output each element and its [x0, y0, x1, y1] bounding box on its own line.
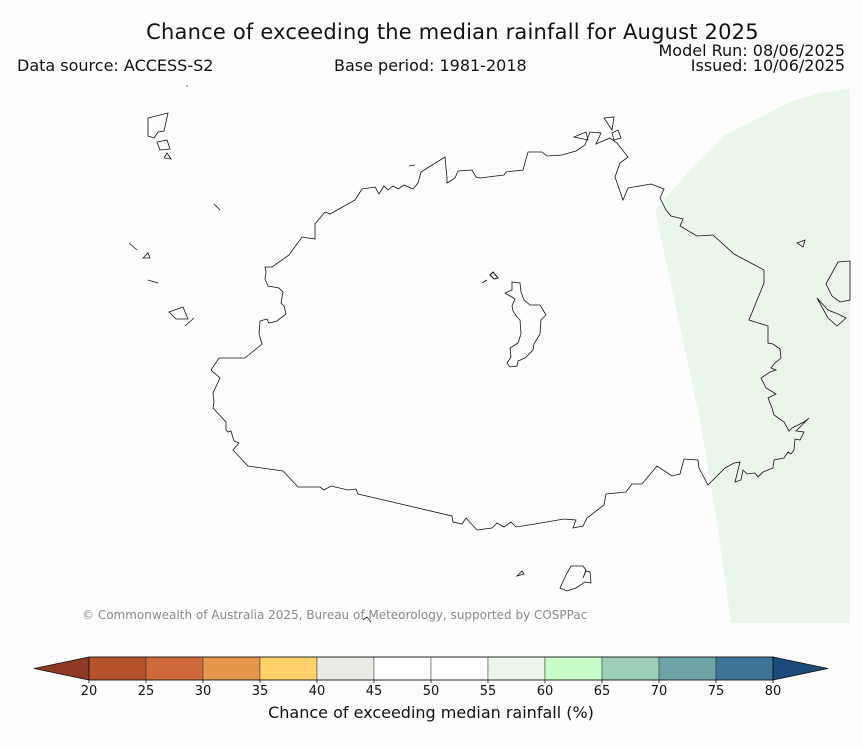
colorbar-segments — [33, 656, 829, 681]
west-islet-5 — [128, 242, 138, 251]
main-island-coastline — [210, 131, 810, 531]
north-islet-2 — [603, 116, 615, 132]
issued-label: Issued: 10/06/2025 — [690, 56, 845, 75]
west-islet-4 — [213, 203, 221, 211]
north-islet-4 — [408, 164, 416, 167]
colorbar-tick-label: 65 — [594, 684, 611, 699]
inner-islet — [481, 271, 499, 284]
east-islet-1 — [796, 239, 806, 248]
colorbar-tick-label: 40 — [309, 684, 326, 699]
colorbar-segment — [259, 656, 318, 681]
colorbar-segment — [658, 656, 717, 681]
colorbar-tick-label: 55 — [480, 684, 497, 699]
west-islet-dot — [186, 85, 188, 87]
north-islet-1 — [572, 131, 589, 141]
inner-island-coastline — [504, 281, 547, 368]
colorbar-tick-label: 25 — [138, 684, 155, 699]
colorbar-tick-label: 20 — [81, 684, 98, 699]
colorbar-segment — [373, 656, 432, 681]
south-islet-1 — [515, 570, 525, 577]
south-islet-2 — [362, 616, 372, 623]
west-islet-7 — [147, 279, 159, 284]
colorbar-segment — [202, 656, 261, 681]
colorbar-label: Chance of exceeding median rainfall (%) — [268, 703, 594, 722]
north-islet-3 — [611, 129, 622, 141]
colorbar: 20 25 30 35 40 45 50 55 60 65 70 75 80 — [33, 656, 829, 699]
shaded-region-east — [655, 88, 850, 623]
colorbar-segment — [601, 656, 660, 681]
colorbar-extend-high — [772, 656, 829, 681]
colorbar-segment — [88, 656, 147, 681]
west-islet-9 — [184, 317, 195, 327]
colorbar-segment — [544, 656, 603, 681]
colorbar-tick-label: 75 — [708, 684, 725, 699]
model-run-label: Model Run: 08/06/2025 — [658, 41, 846, 60]
colorbar-segment — [487, 656, 546, 681]
map-title: Chance of exceeding the median rainfall … — [146, 20, 759, 44]
east-islet-2 — [816, 297, 847, 327]
colorbar-segment — [715, 656, 774, 681]
base-period-label: Base period: 1981-2018 — [334, 56, 527, 75]
west-islet-1 — [147, 112, 169, 139]
map-area — [128, 85, 851, 623]
colorbar-segment — [430, 656, 489, 681]
east-island-large — [825, 260, 851, 303]
colorbar-tick-label: 45 — [366, 684, 383, 699]
colorbar-extend-low — [33, 656, 90, 681]
south-island — [559, 565, 592, 592]
data-source-label: Data source: ACCESS-S2 — [17, 56, 214, 75]
copyright-notice: © Commonwealth of Australia 2025, Bureau… — [82, 608, 588, 622]
colorbar-tick-label: 30 — [195, 684, 212, 699]
colorbar-ticks: 20 25 30 35 40 45 50 55 60 65 70 75 80 — [81, 680, 782, 699]
west-islet-2 — [156, 139, 171, 151]
colorbar-tick-label: 50 — [423, 684, 440, 699]
colorbar-tick-label: 80 — [765, 684, 782, 699]
west-islet-8 — [168, 306, 189, 320]
colorbar-tick-label: 35 — [252, 684, 269, 699]
colorbar-segment — [145, 656, 204, 681]
colorbar-segment — [316, 656, 375, 681]
west-islet-6 — [142, 252, 151, 259]
west-islet-3 — [163, 152, 172, 160]
colorbar-tick-label: 60 — [537, 684, 554, 699]
colorbar-tick-label: 70 — [651, 684, 668, 699]
